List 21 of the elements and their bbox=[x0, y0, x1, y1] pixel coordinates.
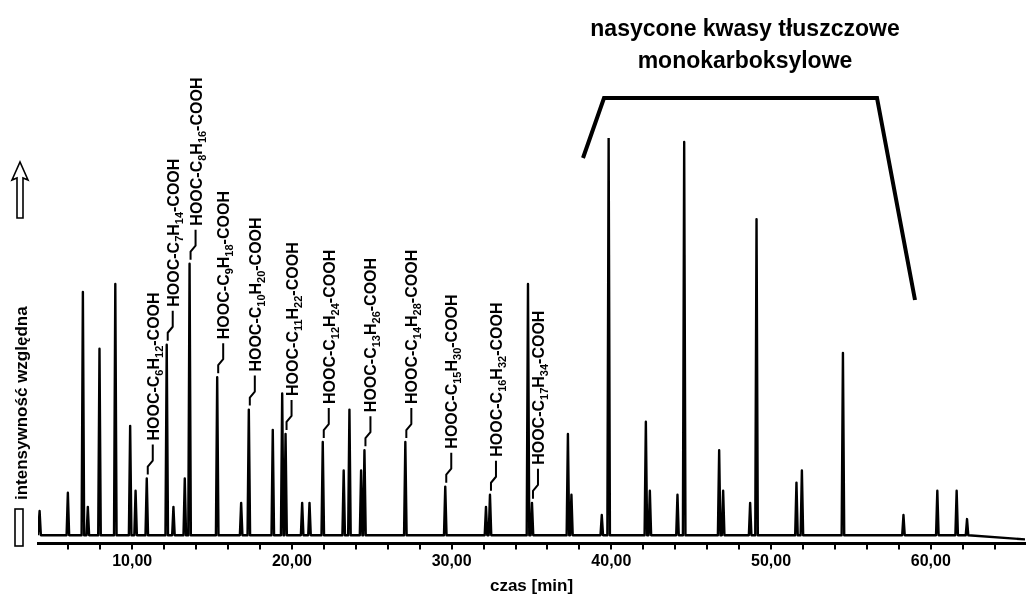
annotation: HOOC-C8H16-COOH bbox=[187, 77, 208, 226]
x-axis-title: czas [min] bbox=[489, 576, 574, 596]
annotation: HOOC-C7H14-COOH bbox=[164, 158, 185, 307]
annotation: HOOC-C10H20-COOH bbox=[246, 217, 267, 372]
annotation: HOOC-C6H12-COOH bbox=[144, 292, 165, 441]
x-tick-label: 20,00 bbox=[271, 552, 313, 570]
text: nasycone kwasy tłuszczowe monokarboksylowe bbox=[589, 14, 901, 75]
annotation: HOOC-C11H22-COOH bbox=[283, 242, 304, 396]
x-tick-label: 60,00 bbox=[910, 552, 951, 570]
annotation: HOOC-C13H26-COOH bbox=[362, 257, 383, 413]
x-tick-label: 30,00 bbox=[431, 552, 472, 570]
annotation: HOOC-C16H32-COOH bbox=[487, 302, 508, 457]
x-tick-label: 50,00 bbox=[751, 552, 792, 570]
annotation: HOOC-C12H24-COOH bbox=[320, 249, 341, 405]
x-tick-label: 40,00 bbox=[591, 552, 632, 570]
y-axis-title: intensywność względna bbox=[12, 306, 32, 500]
annotation: HOOC-C14H28-COOH bbox=[403, 249, 424, 405]
x-tick-label: 10,00 bbox=[112, 552, 153, 570]
annotation: HOOC-C17H34-COOH bbox=[529, 310, 550, 465]
annotation: HOOC-C9H18-COOH bbox=[215, 191, 236, 340]
annotation: HOOC-C15H30-COOH bbox=[443, 294, 464, 449]
